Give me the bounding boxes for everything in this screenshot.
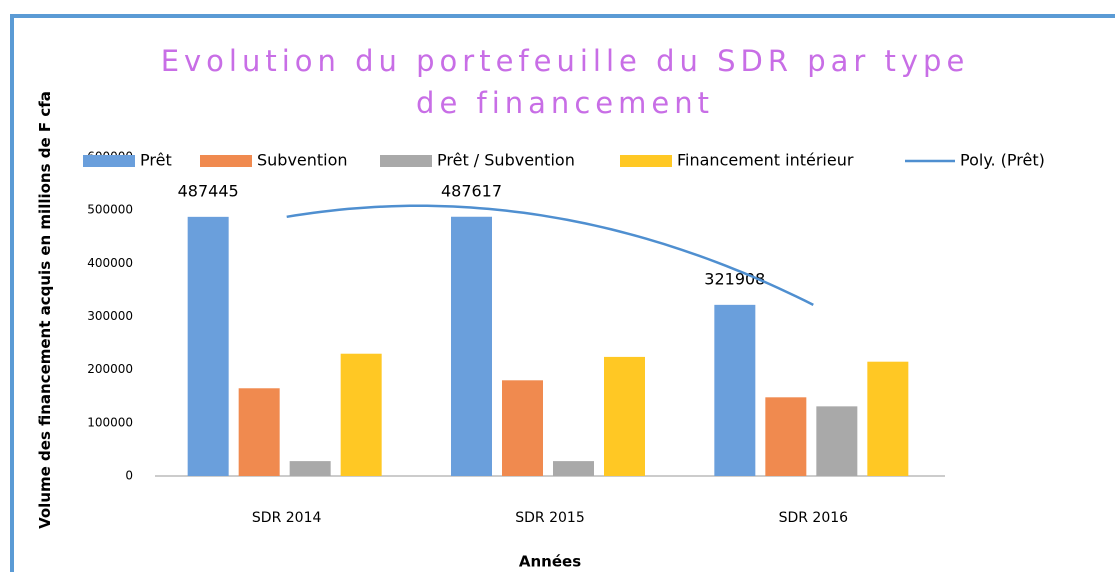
legend-swatch: [200, 155, 252, 167]
data-label: 321908: [704, 269, 765, 288]
legend-label: Financement intérieur: [677, 151, 854, 170]
bar: [867, 361, 909, 476]
bar: [187, 216, 229, 476]
legend-label: Prêt / Subvention: [437, 151, 575, 170]
legend-label: Poly. (Prêt): [960, 151, 1045, 170]
bar: [714, 304, 756, 476]
legend-swatch: [83, 155, 135, 167]
bar: [289, 461, 331, 476]
y-tick-label: 200000: [87, 362, 133, 376]
bar: [451, 216, 492, 476]
bar: [604, 356, 645, 476]
y-tick-label: 400000: [87, 256, 133, 270]
bar: [340, 353, 382, 476]
x-tick-label: SDR 2016: [779, 510, 849, 526]
trendline: [286, 204, 814, 307]
bar: [238, 388, 280, 476]
bar: [502, 380, 543, 476]
x-tick-label: SDR 2014: [252, 510, 322, 526]
x-axis-label: Années: [519, 553, 581, 571]
bar: [553, 461, 594, 476]
y-tick-label: 100000: [87, 415, 133, 429]
chart-title: Evolution du portefeuille du SDR par typ…: [160, 44, 970, 120]
legend-swatch: [380, 155, 432, 167]
y-tick-label: 0: [125, 469, 133, 483]
bar: [765, 397, 807, 476]
y-tick-label: 300000: [87, 309, 133, 323]
frame: [10, 14, 1115, 572]
bar: [816, 406, 858, 476]
legend-swatch: [620, 155, 672, 167]
x-tick-label: SDR 2015: [515, 510, 584, 526]
data-label: 487617: [441, 181, 502, 200]
legend-label: Prêt: [140, 151, 172, 170]
data-label: 487445: [178, 181, 239, 200]
legend-label: Subvention: [257, 151, 348, 170]
y-tick-label: 500000: [87, 203, 133, 217]
